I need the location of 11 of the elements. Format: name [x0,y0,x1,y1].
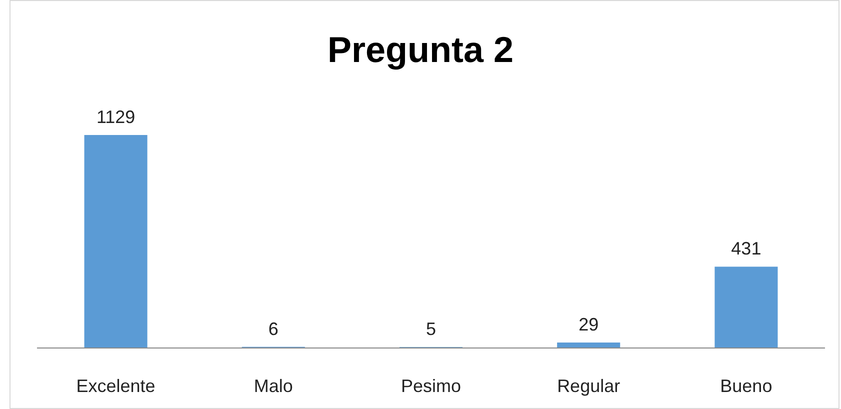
chart-title: Pregunta 2 [327,29,514,70]
x-tick-label: Regular [557,376,620,396]
data-label: 29 [578,314,599,335]
x-tick-label: Bueno [720,376,772,396]
x-tick-label: Pesimo [400,376,462,396]
data-label: 6 [268,318,278,339]
data-label: 431 [731,238,762,259]
x-tick-label: Excelente [76,376,156,396]
x-tick-label: Malo [254,376,293,396]
data-label: 5 [426,319,436,340]
data-label: 1129 [96,107,136,127]
